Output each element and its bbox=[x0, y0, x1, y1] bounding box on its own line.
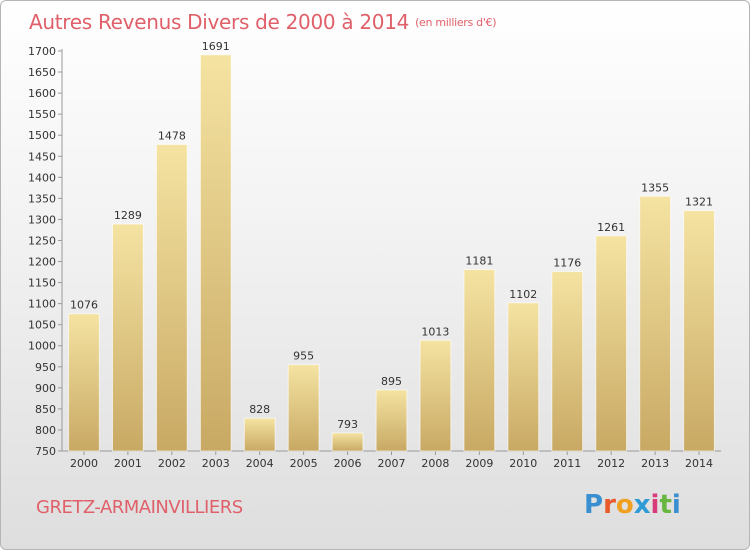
chart-unit: (en milliers d'€) bbox=[415, 16, 497, 29]
chart-title-text: Autres Revenus Divers de 2000 à 2014 bbox=[29, 10, 410, 34]
data-label-2008: 1013 bbox=[421, 325, 449, 338]
y-tick-label: 750 bbox=[35, 445, 56, 458]
y-tick-label: 1200 bbox=[28, 256, 56, 269]
x-tick-label-2006: 2006 bbox=[334, 457, 362, 470]
bar-2014 bbox=[683, 210, 715, 452]
x-tick-label-2001: 2001 bbox=[114, 457, 142, 470]
data-label-2011: 1176 bbox=[553, 257, 581, 270]
x-tick-label-2013: 2013 bbox=[641, 457, 669, 470]
data-label-2009: 1181 bbox=[465, 255, 493, 268]
y-tick-label: 1550 bbox=[28, 108, 56, 121]
logo-letter: r bbox=[603, 490, 616, 520]
bar-2013 bbox=[639, 195, 671, 452]
y-tick-label: 850 bbox=[35, 403, 56, 416]
bars: 1076 1289 1478 1691 828 955 793 895 1013 1181 1102… bbox=[68, 40, 715, 452]
data-label-2004: 828 bbox=[249, 403, 270, 416]
bar-2011 bbox=[551, 271, 584, 452]
bar-2012 bbox=[595, 235, 628, 452]
y-tick-label: 1300 bbox=[28, 213, 56, 226]
x-tick-label-2008: 2008 bbox=[421, 457, 449, 470]
x-tick-label-2005: 2005 bbox=[290, 457, 318, 470]
y-tick-label: 1100 bbox=[28, 298, 56, 311]
bar-2006 bbox=[331, 432, 364, 452]
y-tick-label: 1400 bbox=[28, 171, 56, 184]
axes: 750 800 850 900 950 1000 1050 1100 1150 1200 1250 1… bbox=[28, 45, 721, 470]
x-tick-label-2014: 2014 bbox=[685, 457, 713, 470]
bar-2000 bbox=[68, 313, 100, 452]
bar-2005 bbox=[287, 364, 320, 452]
logo-letter: t bbox=[659, 490, 672, 520]
y-tick-label: 1700 bbox=[28, 45, 56, 58]
x-tick-label-2003: 2003 bbox=[202, 457, 230, 470]
bar-2007 bbox=[375, 389, 408, 452]
data-label-2003: 1691 bbox=[202, 40, 230, 53]
bar-2008 bbox=[419, 339, 452, 452]
logo-letter: x bbox=[633, 490, 651, 520]
data-label-2005: 955 bbox=[293, 350, 314, 363]
y-tick-label: 1000 bbox=[28, 340, 56, 353]
proxiti-logo[interactable]: Proxiti bbox=[584, 490, 681, 520]
x-tick-label-2009: 2009 bbox=[465, 457, 493, 470]
x-tick-label-2010: 2010 bbox=[509, 457, 537, 470]
logo-letter: P bbox=[584, 490, 604, 520]
data-label-2014: 1321 bbox=[685, 196, 713, 209]
bar-2004 bbox=[243, 417, 276, 452]
data-label-2006: 793 bbox=[337, 418, 358, 431]
data-label-2007: 895 bbox=[381, 375, 402, 388]
x-tick-label-2004: 2004 bbox=[246, 457, 274, 470]
y-tick-label: 1350 bbox=[28, 192, 56, 205]
logo-letter: i bbox=[671, 490, 681, 520]
logo-letter: o bbox=[615, 490, 634, 520]
y-tick-label: 900 bbox=[35, 382, 56, 395]
x-tick-label-2012: 2012 bbox=[597, 457, 625, 470]
data-label-2012: 1261 bbox=[597, 221, 625, 234]
data-label-2001: 1289 bbox=[114, 209, 142, 222]
data-label-2002: 1478 bbox=[158, 129, 186, 142]
y-tick-label: 1650 bbox=[28, 66, 56, 79]
data-label-2000: 1076 bbox=[70, 299, 98, 312]
bar-2002 bbox=[155, 143, 188, 452]
x-tick-label-2011: 2011 bbox=[553, 457, 581, 470]
bar-2001 bbox=[112, 223, 144, 452]
data-label-2013: 1355 bbox=[641, 181, 669, 194]
x-tick-label-2002: 2002 bbox=[158, 457, 186, 470]
x-tick-label-2000: 2000 bbox=[70, 457, 98, 470]
logo-letter: i bbox=[650, 490, 660, 520]
chart-title: Autres Revenus Divers de 2000 à 2014 (en … bbox=[29, 10, 497, 34]
bar-2003 bbox=[199, 54, 232, 452]
data-label-2010: 1102 bbox=[509, 288, 537, 301]
bar-2009 bbox=[463, 269, 496, 452]
y-tick-label: 1250 bbox=[28, 234, 56, 247]
y-tick-label: 950 bbox=[35, 361, 56, 374]
y-tick-label: 1600 bbox=[28, 87, 56, 100]
y-tick-label: 800 bbox=[35, 424, 56, 437]
x-tick-label-2007: 2007 bbox=[378, 457, 406, 470]
y-tick-label: 1150 bbox=[28, 277, 56, 290]
bar-2010 bbox=[507, 302, 540, 452]
y-tick-label: 1500 bbox=[28, 129, 56, 142]
y-tick-label: 1050 bbox=[28, 319, 56, 332]
y-tick-label: 1450 bbox=[28, 150, 56, 163]
town-name: GRETZ-ARMAINVILLIERS bbox=[36, 497, 243, 518]
